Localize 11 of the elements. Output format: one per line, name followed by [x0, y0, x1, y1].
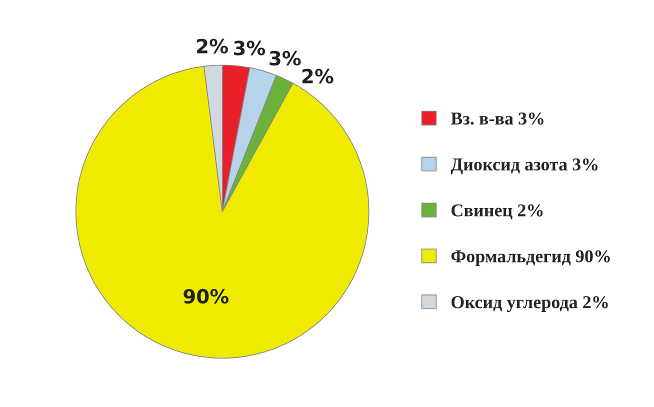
- legend-label: Оксид углерода 2%: [452, 296, 608, 312]
- pie-slice: [75, 66, 370, 359]
- data-label: 90%: [184, 288, 229, 304]
- legend-label: Вз. в-ва 3%: [450, 112, 544, 125]
- legend-label: Диоксид азота 3%: [450, 158, 598, 174]
- legend-label: Свинец 2%: [452, 204, 543, 220]
- legend-label: Формальдегид 90%: [451, 250, 610, 266]
- data-label: 3%: [270, 50, 301, 66]
- data-label: 2%: [197, 38, 228, 54]
- data-label: 3%: [234, 40, 266, 56]
- data-label: 2%: [302, 68, 334, 84]
